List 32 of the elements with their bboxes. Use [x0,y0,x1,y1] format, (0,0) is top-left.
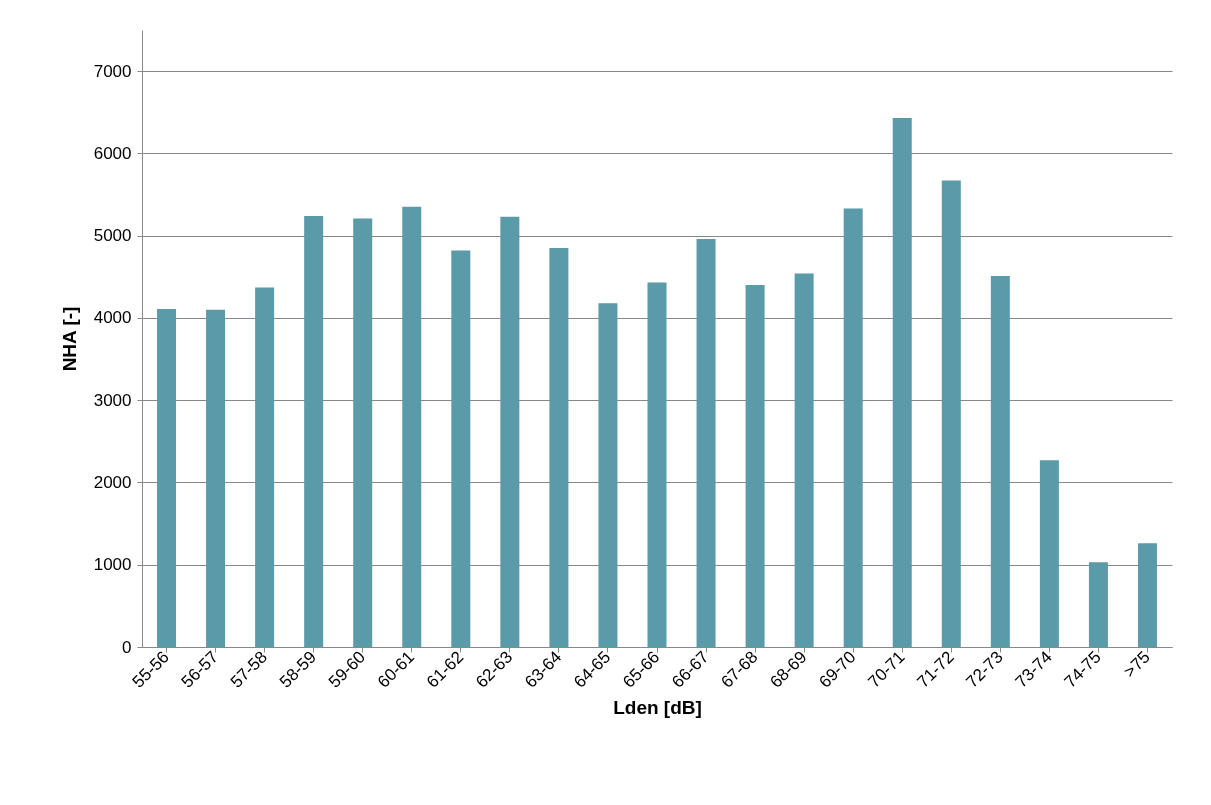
bar [1137,543,1157,647]
bar [549,248,569,647]
bar [941,180,961,647]
bar [794,273,814,647]
bar [843,208,863,647]
y-tick-label: 2000 [93,472,132,492]
bar [353,218,373,647]
bar [157,308,177,647]
y-axis-title: NHA [-] [58,306,80,372]
bar [745,285,765,647]
bar [696,238,716,647]
y-tick-label: 5000 [93,226,132,246]
y-tick-label: 0 [122,637,132,657]
bar [1088,562,1108,647]
bar [990,275,1010,647]
y-tick-label: 7000 [93,61,132,81]
bar [255,287,275,647]
y-tick-label: 3000 [93,390,132,410]
bar [500,216,520,647]
bar [1039,460,1059,647]
bar [206,309,226,647]
bar [402,206,422,647]
bar [451,250,471,647]
y-tick-label: 1000 [93,555,132,575]
bar [647,282,667,647]
y-tick-label: 6000 [93,143,132,163]
bar [598,303,618,647]
x-axis-title: Lden [dB] [613,696,702,718]
y-tick-label: 4000 [93,308,132,328]
x-tick-label: >75 [1120,647,1154,682]
bar [304,215,324,647]
bar [892,118,912,647]
